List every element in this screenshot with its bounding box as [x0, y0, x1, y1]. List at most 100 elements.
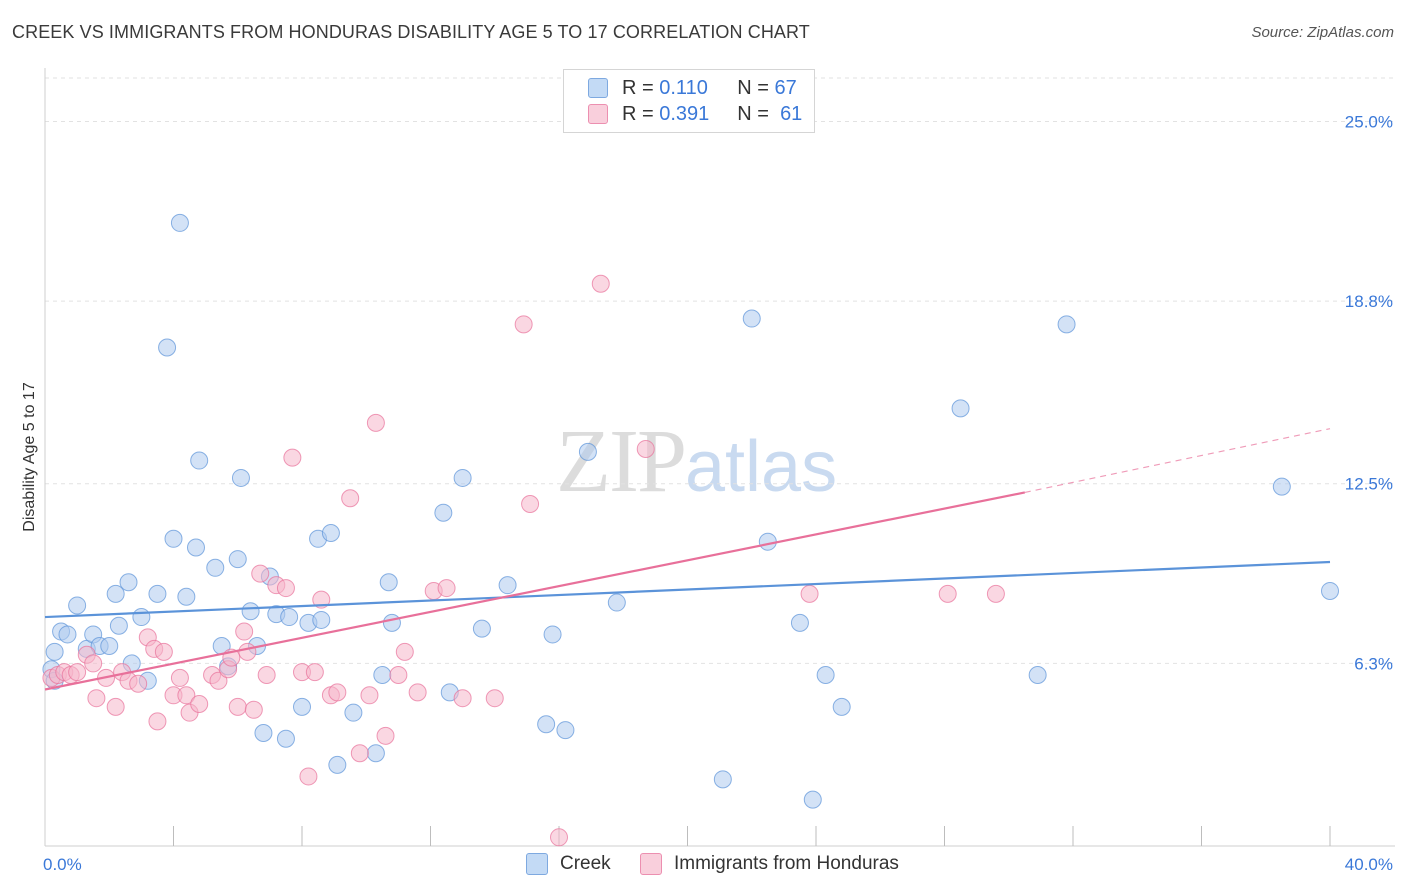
watermark-zip: ZIP — [556, 412, 687, 511]
point-honduras — [148, 712, 167, 731]
point-creek — [190, 451, 209, 470]
point-creek — [254, 723, 273, 742]
point-honduras — [453, 689, 472, 708]
trend-line-creek — [44, 560, 1331, 619]
trend-line-honduras — [44, 491, 1026, 691]
legend-r-value-honduras: 0.391 — [659, 102, 710, 125]
point-honduras — [276, 579, 295, 598]
point-honduras — [938, 584, 957, 603]
point-creek — [472, 619, 491, 638]
point-creek — [132, 608, 151, 627]
point-creek — [148, 584, 167, 603]
point-honduras — [228, 697, 247, 716]
point-creek — [186, 538, 205, 557]
point-creek — [1057, 315, 1076, 334]
bottom-legend-creek: Creek — [526, 851, 611, 877]
point-honduras — [328, 683, 347, 702]
point-creek — [164, 529, 183, 548]
point-creek — [312, 610, 331, 629]
y-axis-label: Disability Age 5 to 17 — [21, 382, 38, 532]
point-creek — [543, 625, 562, 644]
point-creek — [45, 642, 64, 661]
point-honduras — [177, 686, 196, 705]
point-honduras — [209, 671, 228, 690]
point-creek — [100, 637, 119, 656]
bottom-legend-label-creek: Creek — [560, 853, 611, 874]
point-honduras — [350, 744, 369, 763]
point-creek — [206, 558, 225, 577]
bottom-legend-honduras: Immigrants from Honduras — [640, 851, 899, 877]
point-creek — [158, 338, 177, 357]
point-creek — [790, 613, 809, 632]
point-honduras — [170, 668, 189, 687]
trend-line-honduras-extension — [1024, 428, 1331, 494]
watermark-atlas: atlas — [685, 427, 838, 507]
point-honduras — [389, 666, 408, 685]
point-creek — [68, 596, 87, 615]
legend-r-label: R = — [622, 102, 654, 125]
point-honduras — [550, 828, 568, 847]
point-creek — [1272, 477, 1291, 496]
point-honduras — [312, 590, 331, 609]
point-creek — [742, 309, 761, 328]
point-honduras — [244, 700, 263, 719]
point-honduras — [341, 489, 360, 508]
point-honduras — [84, 654, 103, 673]
point-honduras — [251, 564, 270, 583]
point-honduras — [437, 579, 456, 598]
point-honduras — [257, 666, 276, 685]
point-creek — [109, 616, 128, 635]
point-honduras — [238, 642, 257, 661]
point-honduras — [299, 767, 318, 786]
point-creek — [293, 697, 311, 716]
point-honduras — [235, 622, 254, 641]
y-tick-label: 18.8% — [1345, 292, 1393, 311]
point-honduras — [366, 413, 385, 432]
point-honduras — [376, 726, 395, 745]
legend-swatch-creek — [588, 78, 608, 98]
point-creek — [106, 584, 125, 603]
bottom-swatch-creek — [526, 853, 548, 875]
y-tick-label: 12.5% — [1345, 475, 1393, 494]
point-creek — [58, 625, 77, 644]
legend-n-label: N = — [737, 76, 769, 99]
point-honduras — [485, 689, 504, 708]
bottom-legend-label-honduras: Immigrants from Honduras — [674, 853, 899, 874]
legend-r-value-creek: 0.110 — [659, 76, 708, 99]
chart-title: CREEK VS IMMIGRANTS FROM HONDURAS DISABI… — [12, 22, 810, 42]
point-creek — [951, 399, 970, 418]
point-creek — [1028, 666, 1047, 685]
point-creek — [373, 666, 392, 685]
point-creek — [241, 602, 260, 621]
correlation-legend: R = 0.110 N = 67 R = 0.391 N = 61 — [563, 69, 815, 133]
point-honduras — [800, 584, 819, 603]
point-honduras — [305, 663, 324, 682]
legend-swatch-honduras — [588, 104, 608, 124]
legend-r-label: R = — [622, 76, 654, 99]
point-honduras — [283, 448, 302, 467]
y-tick-label: 6.3% — [1354, 654, 1393, 673]
point-creek — [382, 613, 401, 632]
point-creek — [556, 721, 575, 740]
point-honduras — [190, 694, 209, 713]
point-honduras — [395, 642, 414, 661]
legend-n-label: N = — [737, 102, 769, 125]
point-creek — [328, 755, 347, 774]
point-creek — [321, 524, 340, 543]
point-honduras — [360, 686, 379, 705]
point-creek — [816, 666, 835, 685]
x-tick-label: 40.0% — [1345, 855, 1393, 874]
point-creek — [1321, 581, 1339, 600]
point-honduras — [87, 689, 106, 708]
point-creek — [379, 573, 398, 592]
point-honduras — [591, 274, 610, 293]
point-honduras — [154, 642, 173, 661]
point-creek — [228, 550, 247, 569]
point-creek — [344, 703, 363, 722]
point-creek — [366, 744, 385, 763]
point-honduras — [129, 674, 148, 693]
point-creek — [276, 729, 295, 748]
point-creek — [453, 468, 472, 487]
point-creek — [498, 576, 517, 595]
